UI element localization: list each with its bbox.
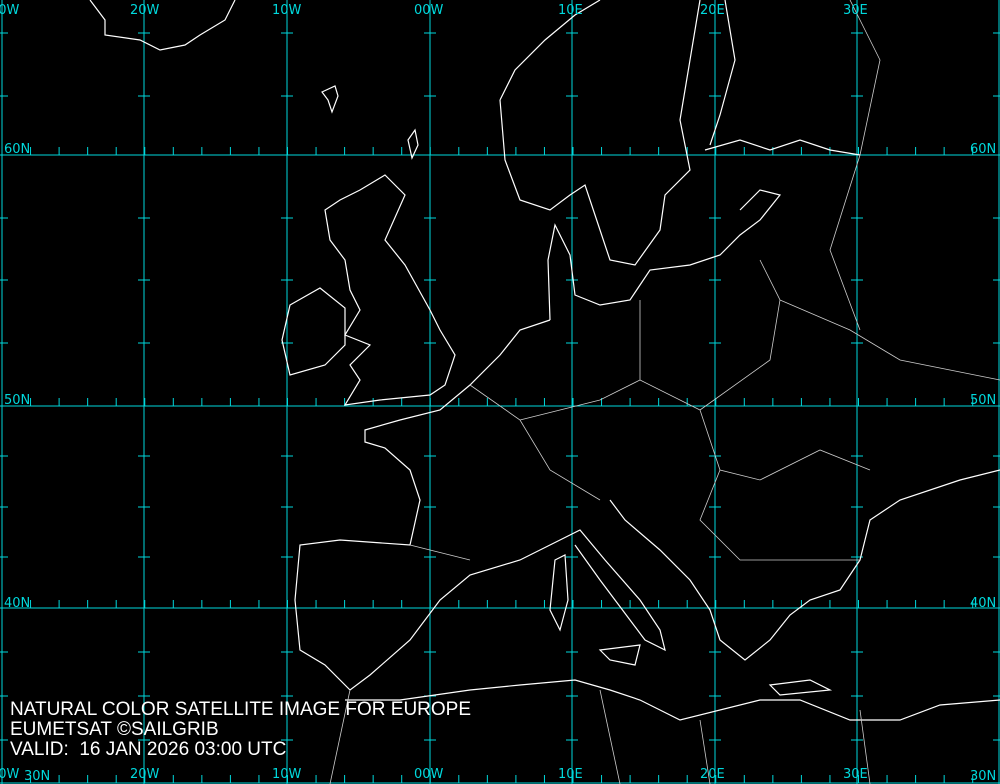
lat-label-left-60n: 60N — [4, 142, 31, 157]
norway-sweden-coast — [499, 0, 701, 266]
image-caption: NATURAL COLOR SATELLITE IMAGE FOR EUROPE… — [10, 700, 471, 760]
corsica-sardinia — [549, 554, 569, 632]
lat-label-right-40n: 40N — [970, 596, 997, 611]
lat-label-left-40n: 40N — [4, 596, 31, 611]
shetland-islands — [407, 128, 419, 160]
lon-label-bottom-10e: 10E — [558, 767, 583, 782]
lon-label-top-10e: 10E — [558, 3, 583, 18]
faroe-islands — [321, 85, 339, 114]
continental-coast — [294, 319, 666, 691]
finland-coast — [704, 0, 861, 156]
lat-label-right-30n: 30N — [970, 769, 997, 784]
lon-label-top-20e: 20E — [700, 3, 725, 18]
crete — [768, 679, 833, 696]
lat-label-right-50n: 50N — [970, 393, 997, 408]
iceland-coast — [89, 0, 236, 51]
lon-label-top-10w: 10W — [272, 3, 302, 18]
caption-title: NATURAL COLOR SATELLITE IMAGE FOR EUROPE — [10, 699, 472, 720]
lon-label-top-00w: 00W — [414, 3, 444, 18]
ireland-coast — [281, 287, 346, 376]
lon-label-top-30e: 30E — [843, 3, 868, 18]
lat-label-left-50n: 50N — [4, 393, 31, 408]
lon-label-bottom-30e: 30E — [843, 767, 868, 782]
great-britain-coast — [324, 174, 456, 406]
lon-label-bottom-10w: 10W — [272, 767, 302, 782]
lon-label-bottom-00w: 00W — [414, 767, 444, 782]
lon-label-bottom-20w: 20W — [130, 767, 160, 782]
north-africa-coast — [345, 679, 1000, 721]
lat-label-left-30n: 30N — [24, 769, 51, 784]
country-borders — [329, 0, 1000, 784]
lat-label-right-60n: 60N — [970, 142, 997, 157]
lon-label-top-30w: 30W — [0, 3, 20, 18]
lon-label-top-20w: 20W — [130, 3, 160, 18]
sicily — [598, 644, 641, 666]
baltic-coast — [547, 189, 782, 321]
caption-valid-time: VALID: 16 JAN 2026 03:00 UTC — [10, 739, 287, 760]
adriatic-balkan-coast — [609, 469, 1000, 661]
lon-label-bottom-30w: 30W — [0, 767, 20, 782]
lon-label-bottom-20e: 20E — [700, 767, 725, 782]
caption-credit: EUMETSAT ©SAILGRIB — [10, 719, 219, 740]
